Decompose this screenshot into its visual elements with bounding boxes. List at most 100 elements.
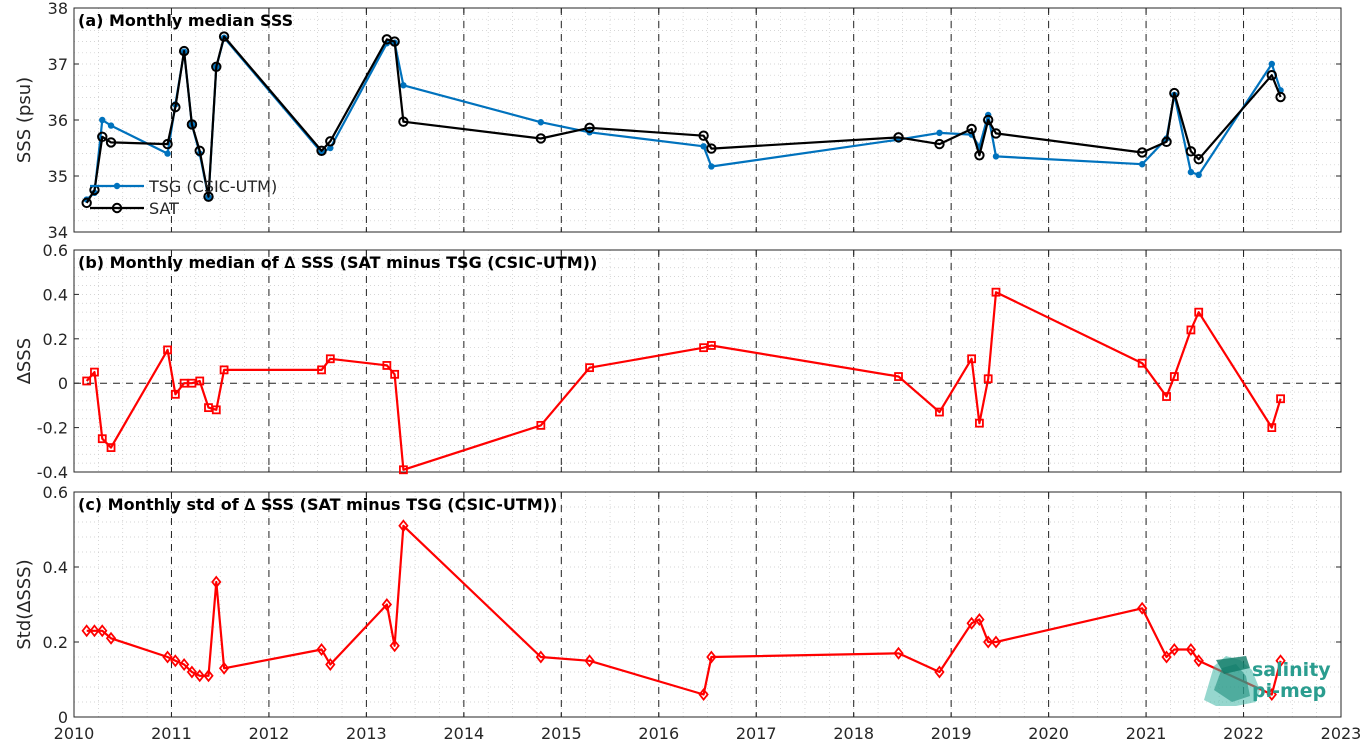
data-point: [935, 407, 944, 417]
data-point: [991, 287, 1001, 297]
x-tick-label: 2017: [736, 724, 777, 743]
data-point: [218, 661, 230, 675]
data-point: [1138, 161, 1146, 168]
data-point: [1185, 146, 1197, 157]
data-point: [97, 131, 108, 143]
minor-grid: [73, 7, 1342, 233]
data-point: [99, 116, 106, 124]
data-point: [535, 650, 546, 664]
data-point: [585, 363, 594, 373]
legend-label: SAT: [149, 199, 179, 218]
y-tick-label: 0.6: [43, 483, 68, 502]
data-point: [967, 354, 977, 364]
y-tick-label: 0.6: [43, 241, 68, 260]
data-point: [194, 669, 205, 683]
panel-title: (c) Monthly std of ∆ SSS (SAT minus TSG …: [78, 495, 557, 514]
data-point: [893, 646, 904, 660]
logo-line1: salinity: [1252, 659, 1331, 681]
legend-marker: [111, 202, 123, 214]
data-point: [90, 367, 99, 377]
data-point: [219, 365, 229, 375]
series-sat: [81, 31, 1286, 209]
data-point: [1275, 91, 1286, 103]
data-point: [327, 144, 334, 152]
data-point: [974, 150, 985, 161]
x-tick-label: 2015: [541, 724, 582, 743]
data-point: [399, 465, 408, 475]
data-point: [992, 153, 1000, 160]
x-tick-label: 2016: [638, 724, 679, 743]
data-point: [81, 197, 92, 209]
y-axis-label: SSS (psu): [14, 77, 35, 163]
x-tick-label: 2020: [1028, 724, 1069, 743]
series-line: [85, 291, 1282, 471]
legend-entry: SAT: [90, 199, 179, 218]
y-tick-label: 38: [48, 0, 68, 18]
data-point: [706, 341, 716, 350]
data-point: [1266, 688, 1277, 701]
legend: TSG (CSIC-UTM) SAT: [90, 177, 277, 218]
y-tick-label: 0.4: [43, 558, 68, 577]
salinity-pi-mep-logo: salinity pi-mep: [1204, 656, 1331, 706]
y-tick-label: 36: [48, 111, 68, 130]
y-tick-label: 35: [48, 167, 68, 186]
x-tick-label: 2018: [833, 724, 874, 743]
data-point: [1162, 392, 1171, 401]
panel-b-delta-sss: -0.4 -0.2 0 0.2 0.4 0.6 ∆SSS (b) Monthly median…: [14, 241, 1342, 482]
data-point: [170, 101, 181, 113]
data-point: [1161, 136, 1172, 148]
data-point: [203, 191, 214, 202]
data-point: [82, 376, 92, 386]
data-point: [97, 434, 107, 444]
x-tick-label: 2022: [1223, 724, 1264, 743]
data-point: [990, 128, 1002, 139]
data-point: [537, 119, 545, 126]
y-tick-label: 0.4: [43, 285, 68, 304]
data-point: [389, 639, 400, 653]
x-tick-label: 2012: [249, 724, 290, 743]
data-point: [535, 133, 547, 144]
y-tick-label: -0.4: [37, 463, 68, 482]
panel-title: (a) Monthly median SSS: [78, 11, 293, 30]
data-point: [325, 136, 336, 147]
legend-label: TSG (CSIC-UTM): [148, 177, 277, 196]
data-point: [211, 575, 222, 589]
data-point: [584, 654, 595, 668]
data-point: [170, 389, 180, 399]
data-point: [398, 519, 409, 533]
data-point: [178, 658, 190, 671]
data-point: [211, 61, 222, 73]
data-point: [400, 82, 407, 89]
data-point: [983, 635, 994, 649]
data-point: [105, 631, 117, 645]
y-axis-label: Std(∆SSS): [14, 559, 35, 649]
logo-line2: pi-mep: [1252, 680, 1326, 702]
data-point: [934, 138, 945, 150]
series-delta-1: [82, 287, 1285, 475]
x-tick-label: 2010: [54, 724, 95, 743]
panel-c-std-delta-sss: 0 0.2 0.4 0.6 2010 2011 2012 2013 2014 2015 2016 20…: [14, 483, 1361, 743]
data-point: [325, 354, 335, 364]
x-tick-label: 2014: [443, 724, 484, 743]
data-point: [536, 420, 546, 430]
data-point: [1194, 307, 1204, 317]
y-tick-label: 34: [48, 223, 68, 242]
data-point: [708, 163, 715, 170]
y-tick-label: -0.2: [37, 419, 68, 438]
panel-title: (b) Monthly median of ∆ SSS (SAT minus T…: [78, 253, 597, 272]
data-point: [934, 665, 945, 679]
data-point: [966, 123, 977, 135]
x-tick-label: 2023: [1321, 724, 1362, 743]
x-tick-label: 2021: [1126, 724, 1167, 743]
data-point: [89, 624, 100, 638]
data-point: [1267, 423, 1277, 433]
data-point: [186, 119, 198, 130]
data-point: [1169, 372, 1179, 381]
data-point: [203, 669, 214, 683]
data-point: [106, 443, 116, 452]
y-tick-label: 0: [58, 374, 68, 393]
legend-entry: TSG (CSIC-UTM): [90, 177, 277, 196]
data-point: [163, 345, 172, 355]
panel-a-sss: 34 35 36 37 38 SSS (psu) (a) Monthly median SS…: [14, 0, 1342, 242]
data-point: [1266, 70, 1278, 81]
